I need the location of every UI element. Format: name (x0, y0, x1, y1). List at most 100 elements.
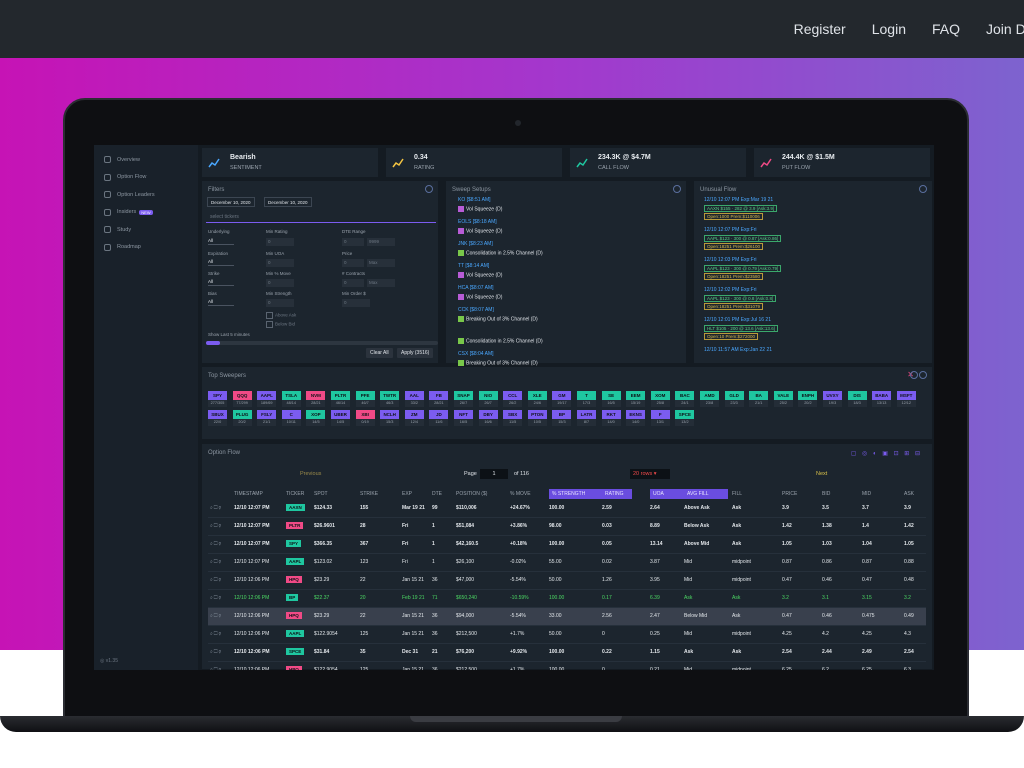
row-action-icons[interactable]: ⌕☐⚲ (210, 559, 223, 565)
table-row[interactable]: ⌕☐⚲ 12/10 12:07 PM PLTR $26.9601 28 Fri 1 $51,0… (208, 518, 926, 536)
date-to-field[interactable]: December 10, 2020 (264, 197, 312, 207)
column-header[interactable]: STRIKE (360, 491, 379, 497)
table-row[interactable]: ⌕☐⚲ 12/10 12:06 PM BP $22.37 20 Feb 19 21 71 $6… (208, 590, 926, 608)
sweeper-chip[interactable]: SBX 11/5 (503, 410, 523, 426)
sweeper-chip[interactable]: GLD 23/3 (724, 391, 744, 407)
table-row[interactable]: ⌕☐⚲ 12/10 12:06 PM SPCE $31.84 35 Dec 31 21 $76… (208, 644, 926, 662)
dte-min-input[interactable]: 0 (342, 238, 364, 246)
sweeper-chip[interactable]: C 10/11 (281, 410, 301, 426)
sweep-item-head[interactable]: CCK [$8:07 AM] (458, 307, 494, 313)
expiration-select[interactable]: All (208, 259, 234, 266)
sweeper-chip[interactable]: T 17/3 (577, 391, 596, 407)
min-rating-input[interactable]: 0 (266, 238, 294, 246)
sidebar-item-option-leaders[interactable]: Option Leaders (94, 186, 198, 204)
page-input[interactable]: 1 (480, 469, 508, 479)
sweeper-chip[interactable]: NCLH 15/3 (380, 410, 400, 426)
min-move-input[interactable]: 0 (266, 279, 294, 287)
table-row[interactable]: ⌕☐⚲ 12/10 12:06 PM HPQ $23.29 22 Jan 15 21 36 $… (208, 608, 926, 626)
bias-select[interactable]: All (208, 299, 234, 306)
min-strength-input[interactable]: 0 (266, 299, 294, 307)
sweeper-chip[interactable]: QQQ 77/299 (232, 391, 252, 407)
sweeper-chip[interactable]: ENPH 20/2 (798, 391, 818, 407)
sweeper-chip[interactable]: PFE 46/7 (355, 391, 375, 407)
sweeper-chip[interactable]: BA 21/1 (749, 391, 769, 407)
sweeper-chip[interactable]: SPY 277/305 (208, 391, 227, 407)
price-min-input[interactable]: 0 (342, 259, 364, 267)
dte-max-input[interactable]: 9999 (367, 238, 395, 246)
column-header[interactable]: DTE (432, 491, 442, 497)
sidebar-item-insiders[interactable]: Insiders NEW (94, 204, 198, 222)
table-row[interactable]: ⌕☐⚲ 12/10 12:07 PM AAPL $123.02 123 Fri 1 $26,1… (208, 554, 926, 572)
row-action-icons[interactable]: ⌕☐⚲ (210, 541, 223, 547)
refresh-icon[interactable] (910, 371, 918, 379)
sweep-item-head[interactable]: KO [$8:51 AM] (458, 197, 491, 203)
sweeper-chip[interactable]: XOP 14/5 (306, 410, 326, 426)
apply-button[interactable]: Apply (3516) (397, 348, 434, 358)
sweep-item-head[interactable]: JNK [$8:23 AM] (458, 241, 493, 247)
nav-link-2[interactable]: FAQ (931, 21, 960, 37)
column-header[interactable]: BID (822, 491, 831, 497)
unusual-item-head[interactable]: 12/10 12:03 PM Exp:Fri (704, 257, 757, 263)
sweeper-chip[interactable]: AMD 23/8 (700, 391, 719, 407)
unusual-item-head[interactable]: 12/10 11:57 AM Exp:Jan 22 21 (704, 347, 773, 353)
ticker-select[interactable]: select tickers (206, 211, 436, 223)
sweeper-chip[interactable]: XLE 24/6 (527, 391, 547, 407)
sweeper-chip[interactable]: SBUX 22/0 (208, 410, 227, 426)
sweeper-chip[interactable]: GM 19/17 (552, 391, 572, 407)
table-row[interactable]: ⌕☐⚲ 12/10 12:06 PM AAPL $122.9054 125 Jan 15 … (208, 626, 926, 644)
sidebar-item-study[interactable]: Study (94, 221, 198, 239)
sweeper-chip[interactable]: SNAP 26/7 (454, 391, 473, 407)
column-header[interactable]: TICKER (286, 491, 305, 497)
table-row[interactable]: ⌕☐⚲ 12/10 12:07 PM AAXN $124.33 155 Mar 19 21… (208, 500, 926, 518)
sweeper-chip[interactable]: DBY 16/6 (478, 410, 498, 426)
column-header[interactable]: FILL (732, 491, 743, 497)
table-row[interactable]: ⌕☐⚲ 12/10 12:07 PM SPY $366.35 367 Fri 1 $42,16… (208, 536, 926, 554)
column-header[interactable]: TIMESTAMP (234, 491, 263, 497)
sweep-item-head[interactable]: HCA [$8:07 AM] (458, 285, 494, 291)
sweeper-chip[interactable]: DIS 18/3 (847, 391, 867, 407)
price-max-input[interactable]: Max (367, 259, 395, 267)
column-header[interactable]: EXP (402, 491, 413, 497)
sweeper-chip[interactable]: BP 15/3 (552, 410, 572, 426)
sidebar-item-roadmap[interactable]: Roadmap (94, 239, 198, 257)
column-header[interactable]: % STRENGTH (549, 489, 607, 499)
row-action-icons[interactable]: ⌕☐⚲ (210, 613, 223, 619)
sweeper-chip[interactable]: FSLY 21/1 (257, 410, 277, 426)
sweeper-chip[interactable]: TWTR 46/3 (380, 391, 400, 407)
sweeper-chip[interactable]: BABA 13/13 (872, 391, 892, 407)
sweeper-chip[interactable]: BAC 24/1 (675, 391, 695, 407)
help-icon[interactable] (919, 371, 927, 379)
row-action-icons[interactable]: ⌕☐⚲ (210, 523, 223, 529)
table-row[interactable]: ⌕☐⚲ 12/10 12:06 PM HPQ $23.29 22 Jan 15 21 36 $… (208, 572, 926, 590)
unusual-item-head[interactable]: 12/10 12:07 PM Exp:Mar 19 21 (704, 197, 774, 203)
unusual-item-head[interactable]: 12/10 12:02 PM Exp:Fri (704, 287, 757, 293)
underlying-select[interactable]: All (208, 238, 234, 245)
strike-select[interactable]: All (208, 279, 234, 286)
column-header[interactable]: ASK (904, 491, 915, 497)
sweeper-chip[interactable]: NIO 26/7 (478, 391, 498, 407)
clear-all-button[interactable]: Clear All (366, 348, 393, 358)
sweeper-chip[interactable]: UVXY 19/3 (823, 391, 842, 407)
sweeper-chip[interactable]: VALE 25/2 (773, 391, 793, 407)
sweeper-chip[interactable]: FB 28/21 (429, 391, 449, 407)
sidebar-item-overview[interactable]: Overview (94, 151, 198, 169)
column-header[interactable]: SPOT (314, 491, 328, 497)
sweeper-chip[interactable]: XOM 25/8 (650, 391, 670, 407)
time-slider[interactable] (206, 341, 438, 345)
next-button[interactable]: Next (816, 471, 828, 477)
sweeper-chip[interactable]: UBER 14/5 (331, 410, 350, 426)
sweep-item-head[interactable]: EOLS [$8:18 AM] (458, 219, 497, 225)
sweeper-chip[interactable]: F 13/1 (650, 410, 670, 426)
sweeper-chip[interactable]: AAPL 189/69 (257, 391, 277, 407)
sweeper-chip[interactable]: MSFT 12/12 (896, 391, 916, 407)
sweeper-chip[interactable]: NFT 16/5 (454, 410, 473, 426)
below-bid-checkbox[interactable]: Below Bid (266, 321, 295, 328)
nav-link-0[interactable]: Register (793, 21, 846, 37)
sweeper-chip[interactable]: PLUG 20/2 (232, 410, 252, 426)
sweeper-chip[interactable]: LATR 8/7 (577, 410, 596, 426)
row-action-icons[interactable]: ⌕☐⚲ (210, 631, 223, 637)
row-action-icons[interactable]: ⌕☐⚲ (210, 505, 223, 511)
contracts-max-input[interactable]: Max (367, 279, 395, 287)
sweeper-chip[interactable]: SE 16/5 (601, 391, 621, 407)
sweeper-chip[interactable]: EKNS 14/0 (626, 410, 646, 426)
